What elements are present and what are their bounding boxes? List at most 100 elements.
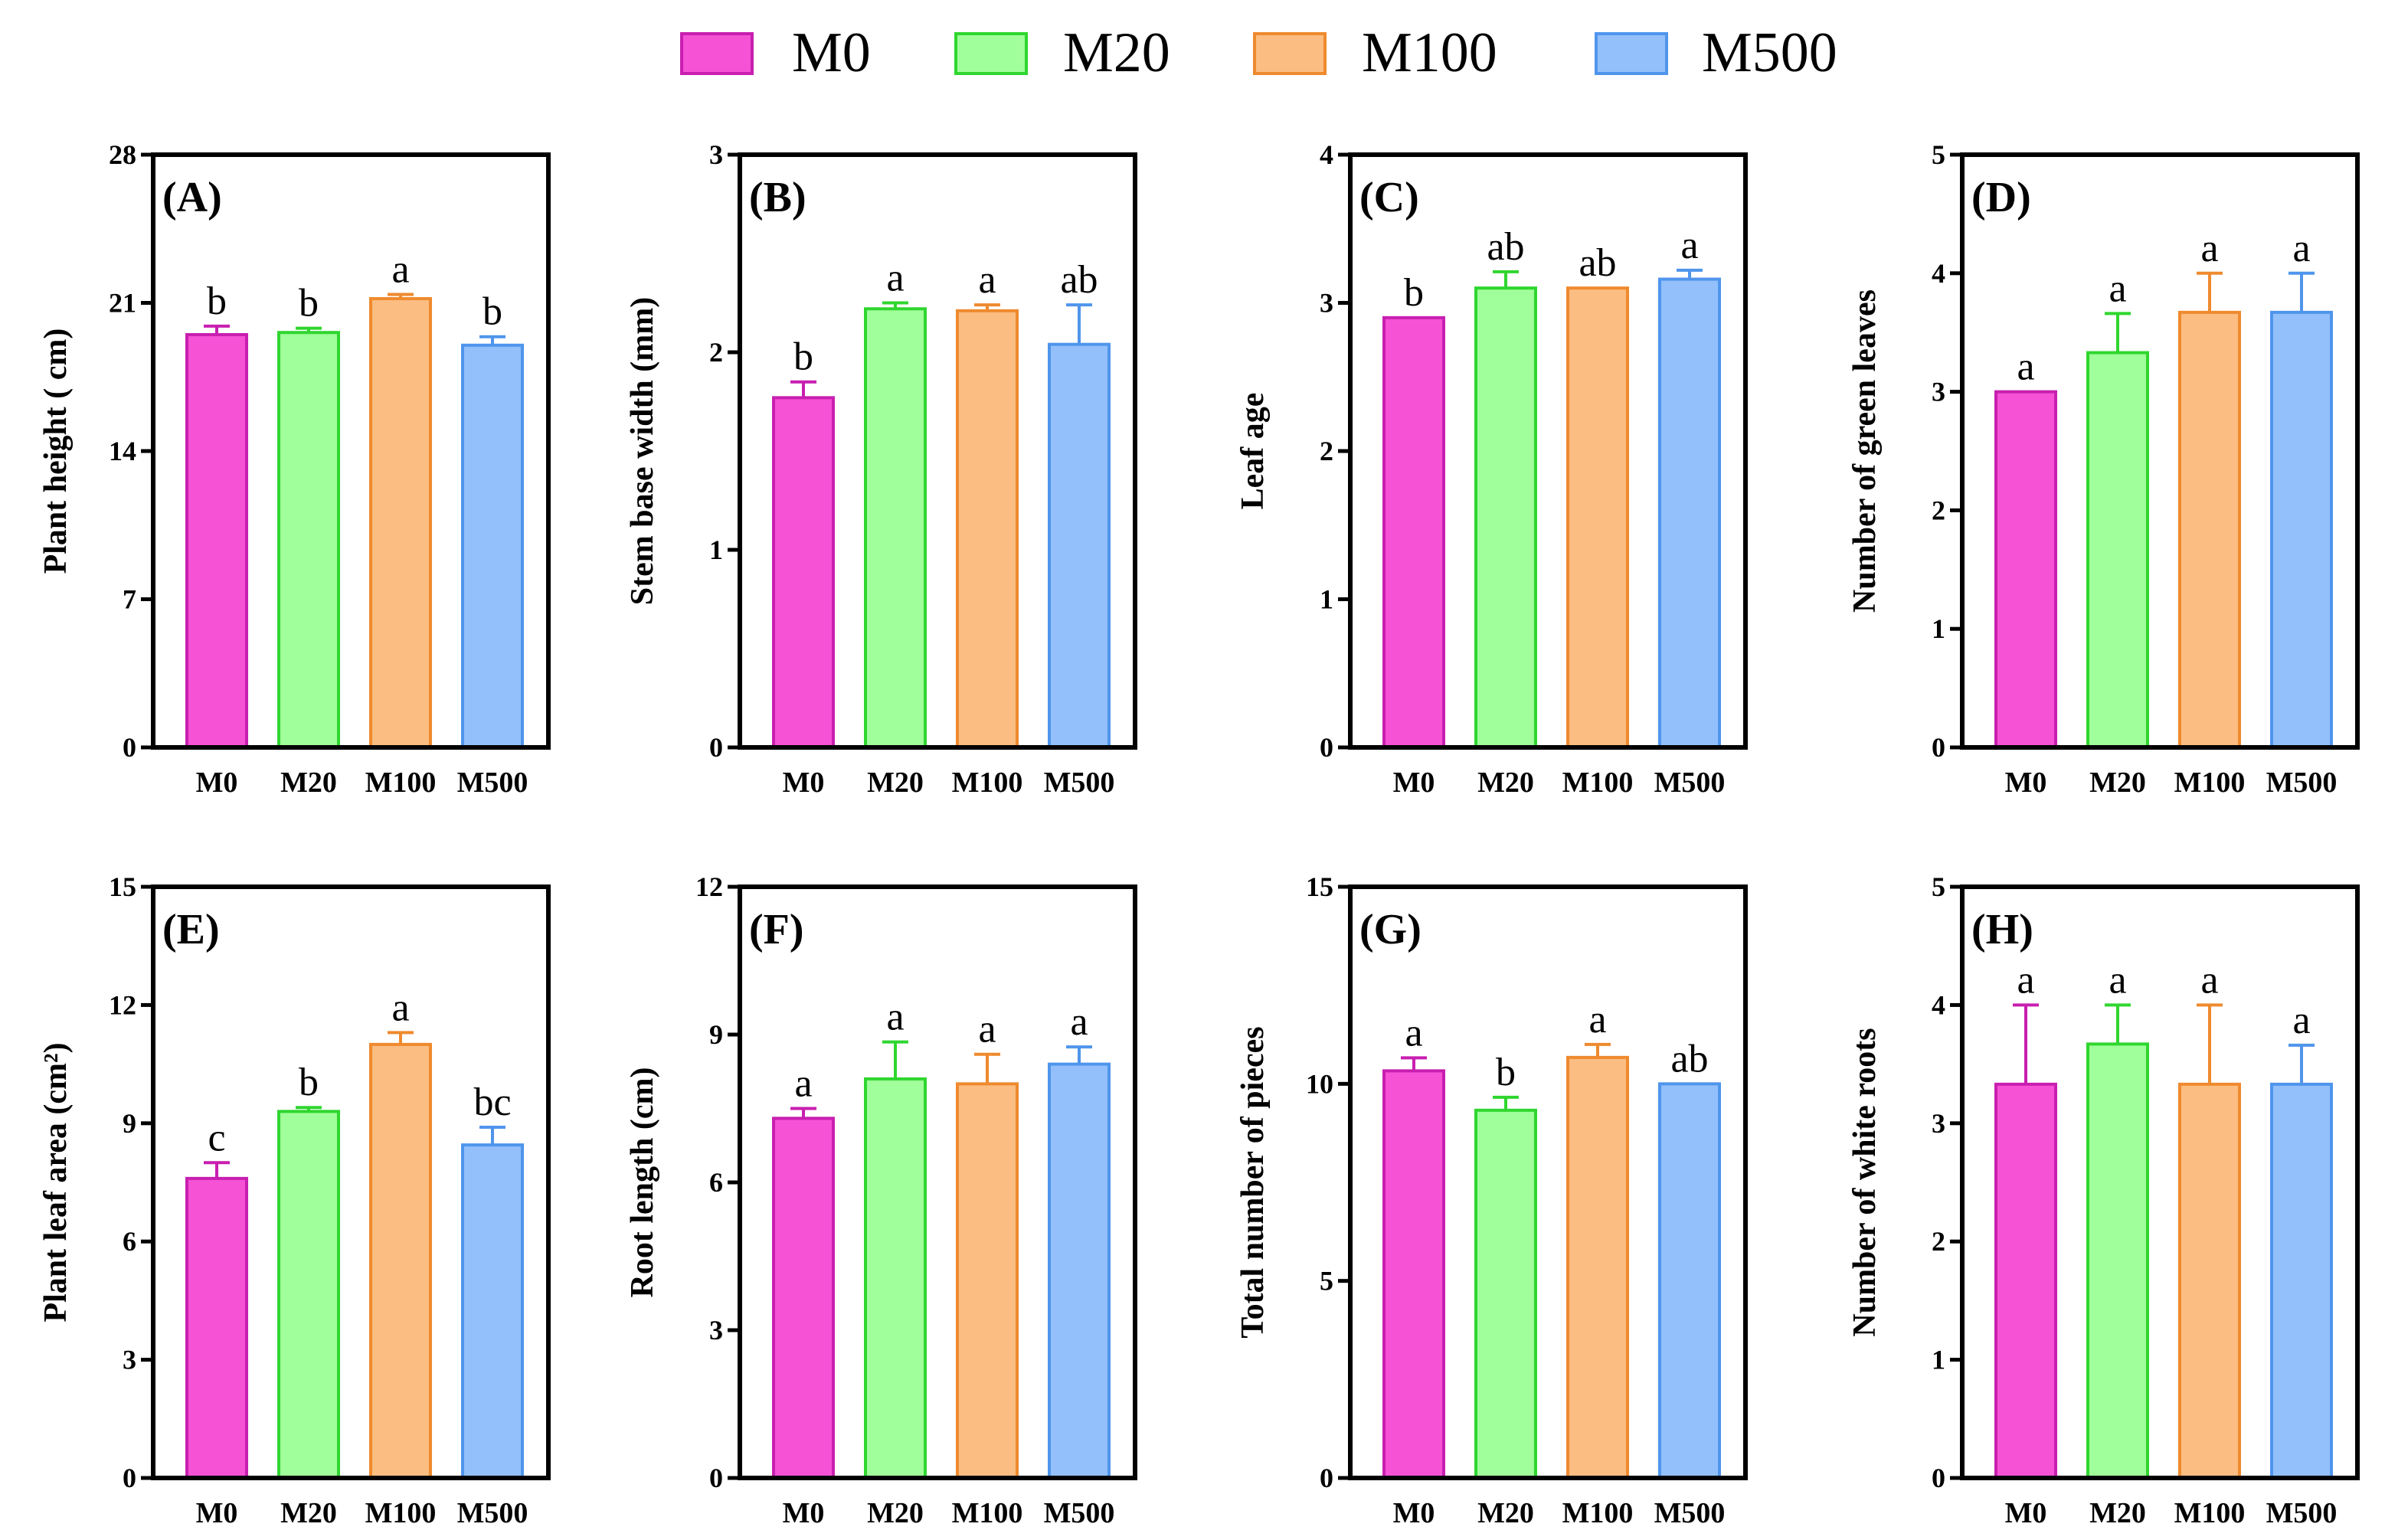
y-tick-label: 15 [109, 871, 136, 902]
y-axis-label: Root length (cm) [625, 1068, 660, 1298]
bar-m500 [1048, 342, 1111, 749]
bar-m0 [1382, 1069, 1445, 1480]
significance-letter: b [207, 280, 227, 323]
y-tick-label: 1 [1932, 1345, 1945, 1375]
legend-swatch [954, 32, 1028, 75]
panel-f: a M0 a M20 a M100 a M500 0 3 6 9 12 (F) Root length (c… [625, 871, 1137, 1529]
x-tick-label: M20 [1477, 1497, 1534, 1529]
y-axis-label: Number of green leaves [1847, 289, 1883, 613]
y-tick-label: 5 [1320, 1266, 1333, 1296]
significance-letter: a [1070, 1000, 1088, 1044]
significance-letter: a [2109, 266, 2126, 310]
y-tick-label: 5 [1932, 871, 1945, 902]
x-tick-label: M0 [196, 767, 238, 799]
significance-letter: a [886, 257, 904, 300]
x-tick-label: M500 [2266, 767, 2338, 799]
significance-letter: a [2017, 345, 2034, 389]
legend-item-m500: M500 [1595, 21, 1837, 84]
y-tick-label: 0 [1320, 732, 1333, 763]
x-tick-label: M100 [2174, 767, 2246, 799]
bar-m500 [1658, 277, 1721, 750]
y-tick-label: 6 [123, 1226, 136, 1257]
y-tick-label: 12 [695, 871, 723, 902]
y-tick-label: 1 [1932, 613, 1945, 644]
significance-letter: a [2200, 227, 2218, 270]
significance-letter: b [793, 335, 813, 379]
y-tick-label: 0 [1320, 1463, 1333, 1493]
y-axis-label: Leaf age [1235, 393, 1271, 510]
legend-label: M500 [1702, 21, 1837, 84]
significance-letter: a [2292, 999, 2310, 1042]
y-tick-label: 0 [1932, 1463, 1945, 1493]
legend: M0 M20 M100 M500 [680, 21, 1837, 84]
x-tick-label: M20 [280, 767, 337, 799]
y-tick-label: 9 [123, 1108, 136, 1139]
significance-letter: bc [473, 1081, 511, 1124]
panel-label: (E) [162, 906, 220, 953]
plot-frame [1960, 152, 2360, 750]
x-tick-label: M500 [1654, 1497, 1726, 1529]
bar-m500 [2270, 1082, 2333, 1480]
y-tick-label: 0 [123, 1463, 136, 1493]
panel-label: (B) [749, 174, 806, 221]
bar-m500 [2270, 310, 2333, 750]
bar-m100 [956, 1082, 1019, 1480]
y-tick-label: 15 [1306, 871, 1333, 902]
y-tick-label: 3 [1932, 1108, 1945, 1139]
y-tick-label: 6 [709, 1167, 723, 1198]
x-tick-label: M20 [867, 767, 924, 799]
y-tick-label: 3 [123, 1345, 136, 1375]
significance-letter: a [1588, 998, 1606, 1041]
significance-letter: b [299, 282, 319, 325]
significance-letter: a [391, 247, 409, 291]
legend-label: M20 [1063, 21, 1170, 84]
y-tick-label: 3 [709, 1315, 723, 1345]
x-tick-label: M100 [952, 767, 1023, 799]
significance-letter: a [2292, 227, 2310, 270]
y-tick-label: 0 [1932, 732, 1945, 763]
legend-label: M0 [792, 21, 871, 84]
y-tick-label: 2 [709, 337, 723, 368]
y-axis-label: Plant height ( cm) [38, 329, 74, 574]
bar-m0 [772, 1117, 835, 1480]
significance-letter: ab [1487, 225, 1524, 269]
panel-label: (A) [162, 174, 222, 221]
x-tick-label: M100 [365, 1497, 437, 1529]
x-tick-label: M20 [2089, 767, 2146, 799]
x-tick-label: M100 [1562, 1497, 1634, 1529]
y-tick-label: 1 [1320, 584, 1333, 615]
significance-letter: ab [1060, 258, 1098, 302]
x-tick-label: M500 [2266, 1497, 2338, 1529]
x-tick-label: M0 [2005, 767, 2047, 799]
panel-g: a M0 b M20 a M100 ab M500 0 5 10 15 (G) Total number … [1235, 871, 1748, 1529]
significance-letter: a [978, 258, 996, 302]
legend-item-m0: M0 [680, 21, 871, 84]
y-tick-label: 2 [1320, 436, 1333, 466]
significance-letter: a [1405, 1011, 1422, 1054]
plot-frame [1348, 884, 1748, 1480]
x-tick-label: M500 [1044, 1497, 1115, 1529]
bar-m0 [1994, 1082, 2057, 1480]
significance-letter: c [208, 1116, 225, 1159]
y-axis-label: Number of white roots [1847, 1028, 1883, 1336]
x-tick-label: M0 [783, 767, 825, 799]
legend-item-m20: M20 [954, 21, 1170, 84]
bar-m0 [772, 396, 835, 750]
bar-m100 [369, 296, 432, 749]
bar-m500 [461, 1143, 524, 1480]
bar-m100 [369, 1042, 432, 1480]
bar-m0 [1994, 390, 2057, 749]
bar-m100 [1566, 286, 1629, 749]
y-tick-label: 3 [1320, 288, 1333, 319]
y-tick-label: 14 [109, 436, 136, 466]
significance-letter: a [886, 996, 904, 1039]
y-axis-label: Total number of pieces [1235, 1026, 1271, 1338]
significance-letter: ab [1579, 241, 1616, 285]
y-tick-label: 0 [123, 732, 136, 763]
bar-m100 [2178, 310, 2241, 750]
y-tick-label: 7 [123, 584, 136, 615]
legend-item-m100: M100 [1253, 21, 1497, 84]
legend-swatch [1253, 32, 1327, 75]
significance-letter: a [2109, 958, 2126, 1002]
